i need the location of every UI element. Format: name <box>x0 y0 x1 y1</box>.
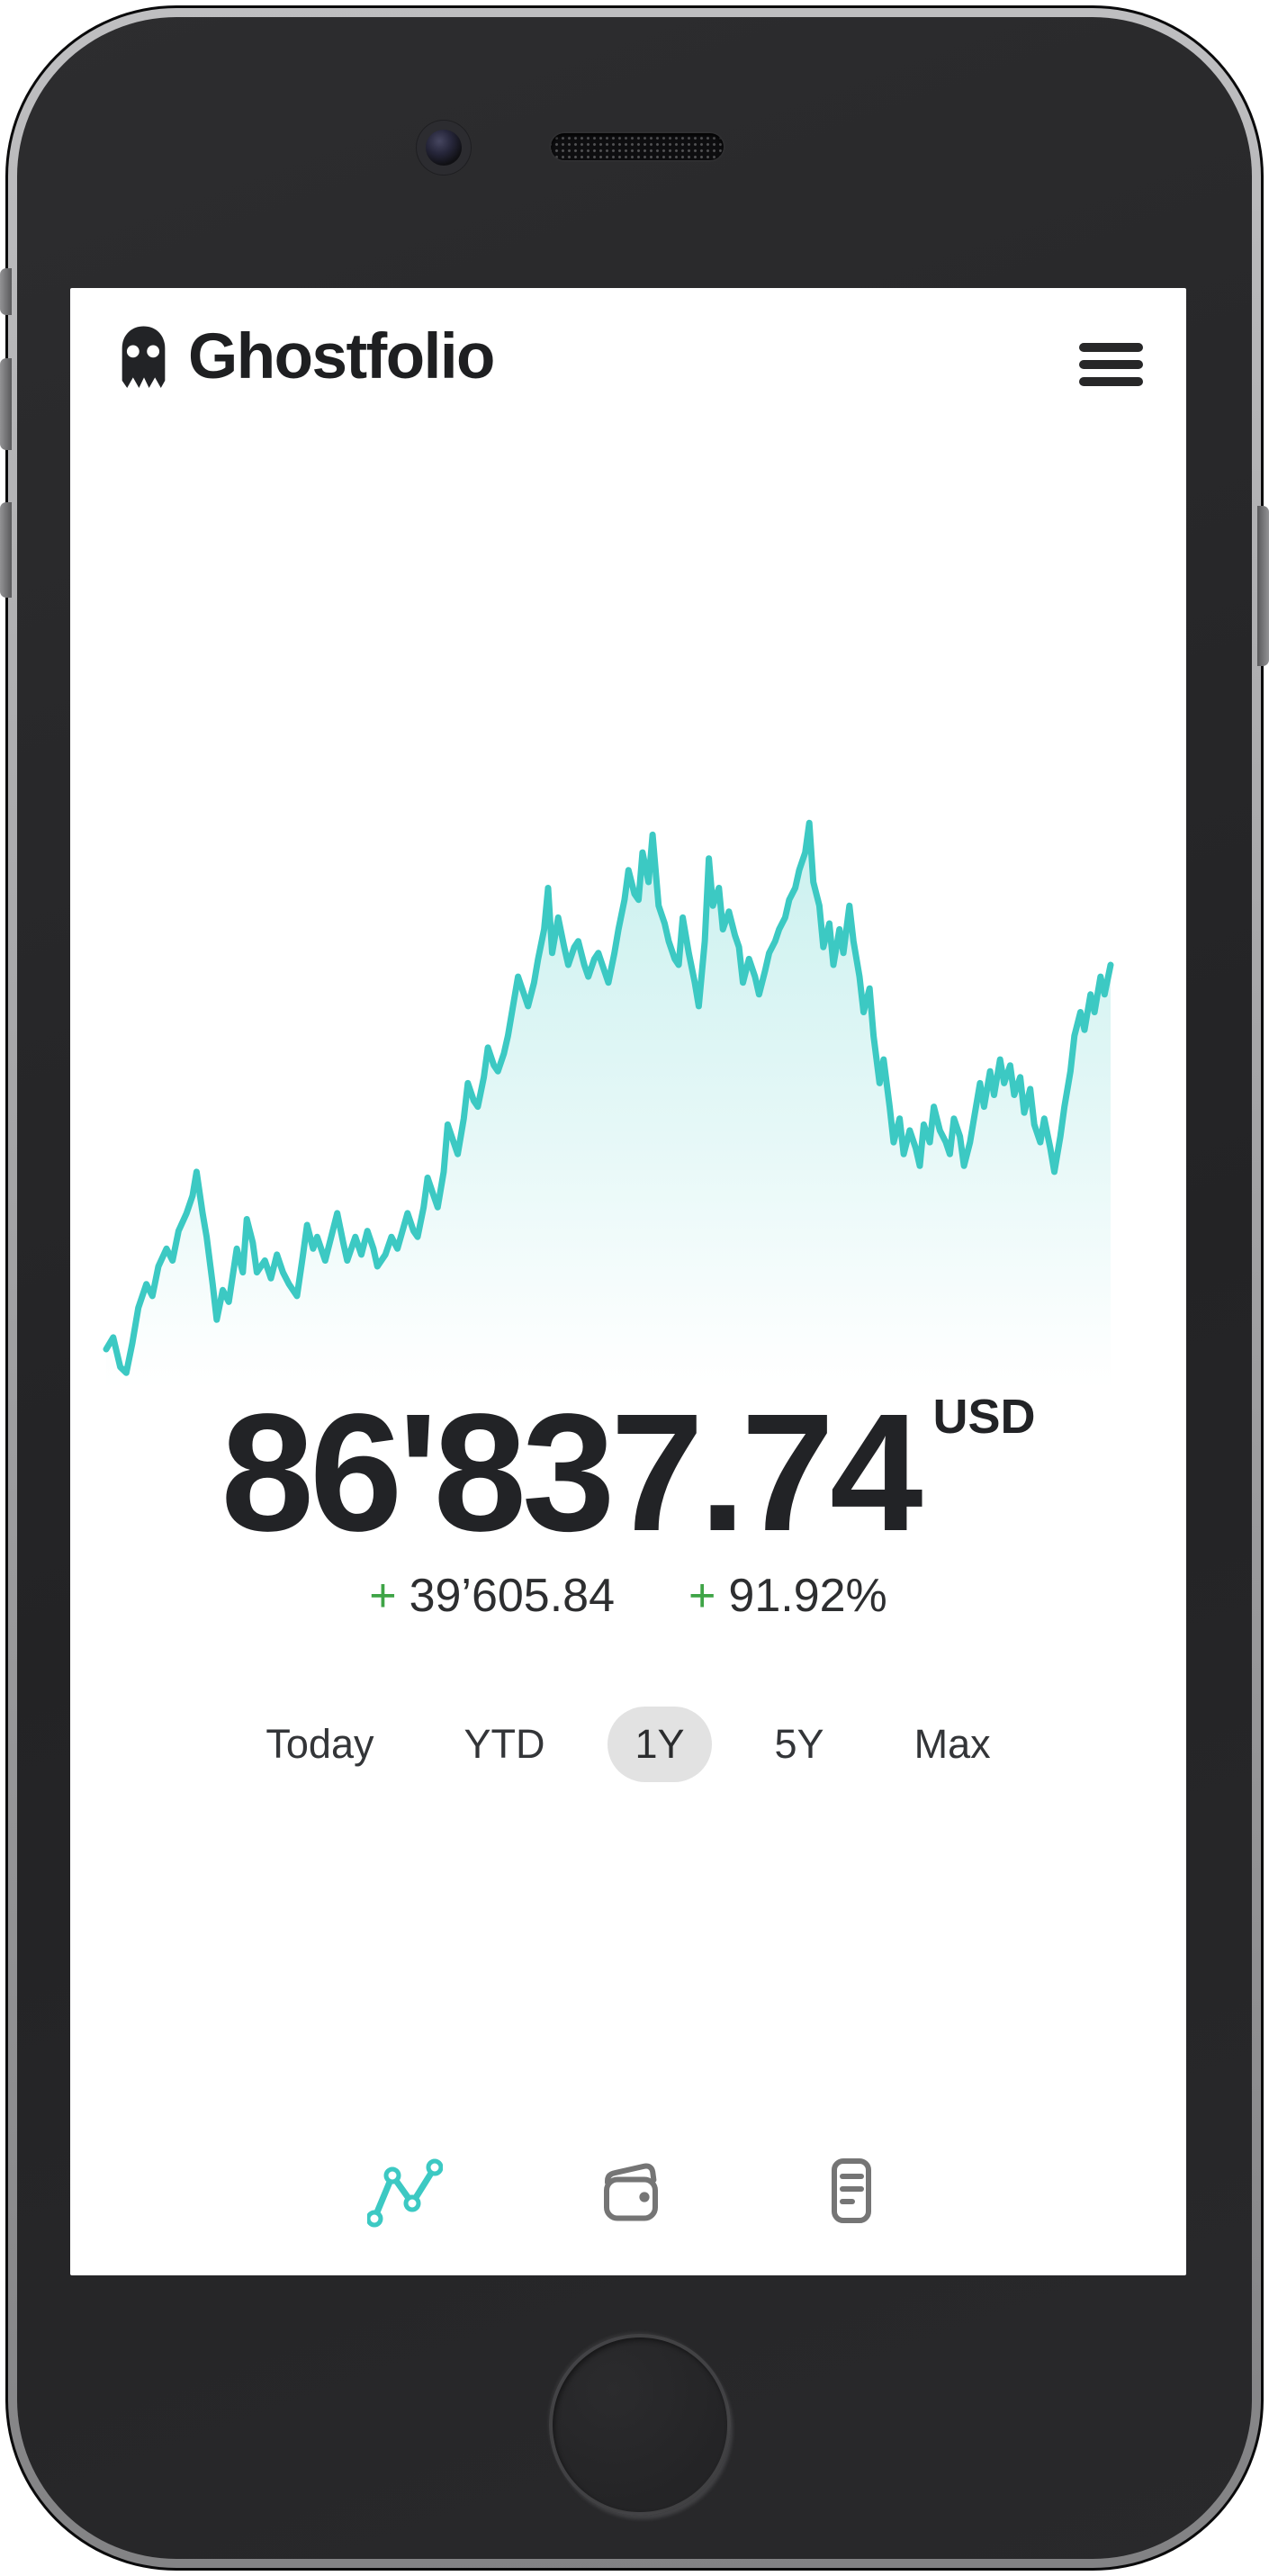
range-button-max[interactable]: Max <box>887 1707 1018 1782</box>
hamburger-bar <box>1079 377 1143 386</box>
ghost-icon <box>118 325 169 389</box>
mute-switch <box>0 268 12 315</box>
portfolio-value-block: 86'837.74 USD <box>70 1390 1186 1557</box>
change-percent-value: 91.92% <box>728 1570 887 1622</box>
wallet-icon <box>590 2153 666 2229</box>
portfolio-change-row: + 39’605.84 + 91.92% <box>70 1572 1186 1619</box>
volume-down-button <box>0 502 12 598</box>
range-button-today[interactable]: Today <box>238 1707 400 1782</box>
chart-area-fill <box>106 823 1111 1391</box>
range-button-5y[interactable]: 5Y <box>748 1707 851 1782</box>
app-screen: Ghostfolio 86'83 <box>70 288 1186 2275</box>
chart-line <box>103 819 1114 1376</box>
range-button-ytd[interactable]: YTD <box>436 1707 572 1782</box>
nav-item-wallet[interactable] <box>590 2153 666 2229</box>
hamburger-bar <box>1079 343 1143 352</box>
date-range-selector: Today YTD 1Y 5Y Max <box>70 1707 1186 1782</box>
performance-area-chart[interactable] <box>103 799 1114 1391</box>
earpiece-speaker <box>551 133 724 160</box>
plus-sign: + <box>369 1570 397 1622</box>
app-header: Ghostfolio <box>118 321 495 392</box>
plus-sign: + <box>688 1570 716 1622</box>
report-icon <box>814 2153 889 2229</box>
bottom-navigation <box>70 2153 1186 2229</box>
range-button-1y[interactable]: 1Y <box>608 1707 712 1782</box>
performance-chart-icon <box>367 2153 443 2229</box>
hamburger-bar <box>1079 360 1143 369</box>
front-camera <box>426 130 462 166</box>
hamburger-menu-icon[interactable] <box>1079 343 1143 386</box>
change-percent: + 91.92% <box>688 1572 887 1619</box>
change-absolute-value: 39’605.84 <box>409 1570 616 1622</box>
currency-label: USD <box>932 1390 1036 1444</box>
change-absolute: + 39’605.84 <box>369 1572 615 1619</box>
portfolio-total-value: 86'837.74 <box>220 1380 922 1566</box>
volume-up-button <box>0 358 12 450</box>
nav-item-performance[interactable] <box>367 2153 443 2229</box>
home-button <box>549 2334 731 2516</box>
nav-item-report[interactable] <box>814 2153 889 2229</box>
page-title: Ghostfolio <box>188 321 495 392</box>
power-button <box>1257 506 1269 666</box>
